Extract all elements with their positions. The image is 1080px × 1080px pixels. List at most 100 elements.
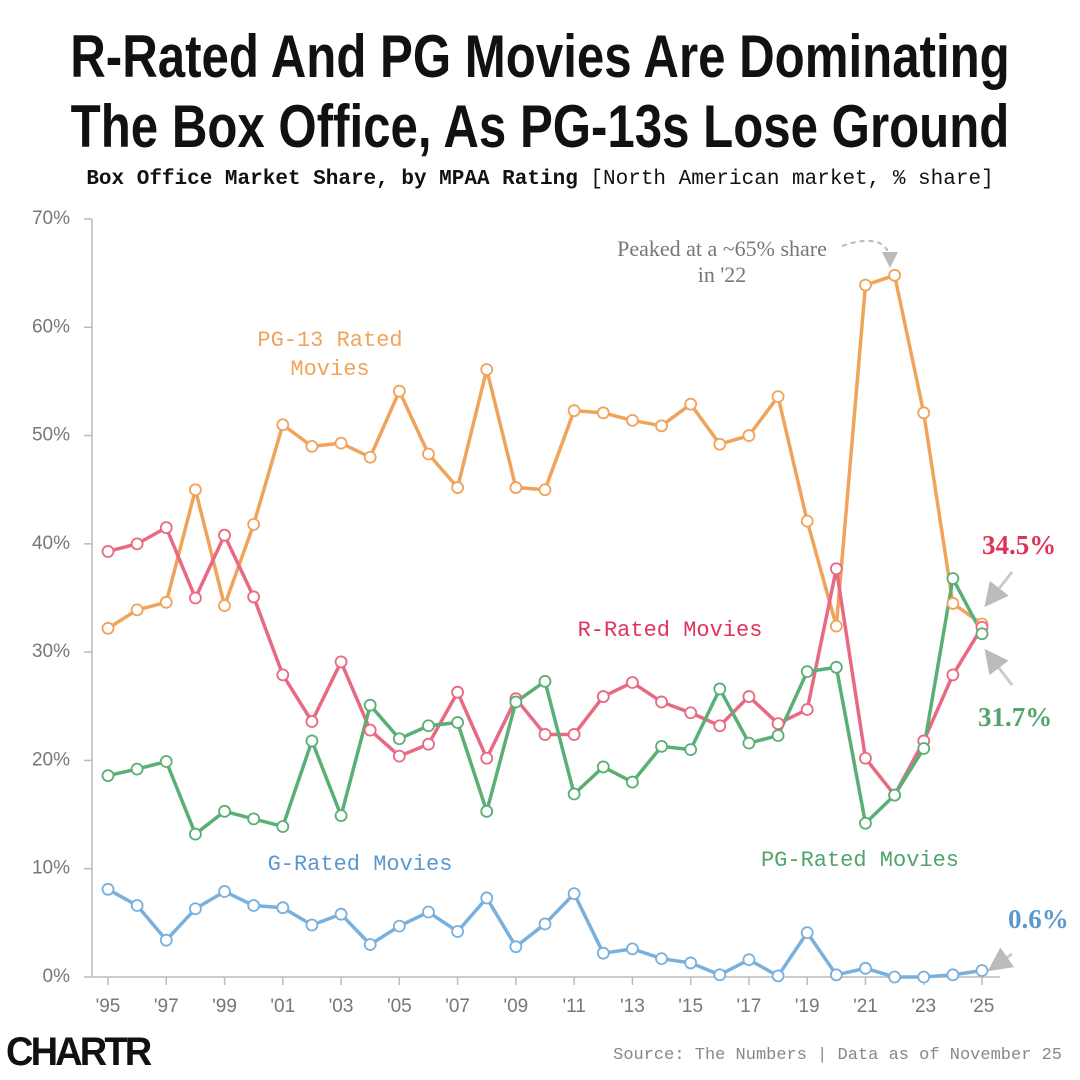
data-point — [538, 917, 552, 931]
data-point — [451, 716, 465, 729]
data-point — [888, 788, 901, 802]
subtitle-main: Box Office Market Share, by MPAA Rating — [86, 168, 578, 191]
annotation-arrow — [841, 239, 898, 268]
data-point — [276, 820, 290, 833]
data-point — [130, 899, 144, 912]
data-point — [218, 528, 231, 542]
data-point — [917, 742, 931, 755]
data-point — [422, 719, 435, 733]
data-point — [859, 816, 872, 830]
data-point — [917, 970, 931, 984]
data-point — [159, 595, 173, 609]
data-point — [742, 690, 756, 703]
x-tick-label: '15 — [678, 996, 703, 1017]
data-point — [596, 946, 610, 960]
data-point — [509, 695, 523, 709]
series-label: PG-13 Rated Movies — [257, 328, 403, 382]
data-point — [334, 907, 348, 921]
data-point — [859, 278, 872, 292]
data-point — [480, 751, 494, 765]
data-point — [829, 968, 843, 982]
data-point — [713, 437, 727, 451]
data-point — [130, 537, 144, 551]
data-point — [684, 743, 698, 756]
data-point — [392, 732, 406, 746]
data-point — [422, 905, 435, 919]
data-point — [829, 660, 843, 674]
annotation-arrow — [984, 648, 1014, 686]
data-point — [392, 919, 406, 933]
annotation-arrow — [987, 947, 1015, 972]
data-point — [218, 599, 231, 612]
x-tick-label: '99 — [212, 996, 237, 1017]
data-point — [188, 591, 202, 605]
data-point — [626, 414, 639, 427]
series-line — [107, 525, 984, 797]
data-point — [334, 809, 348, 823]
end-label: 0.6% — [1008, 904, 1069, 934]
data-point — [567, 887, 581, 901]
data-point — [946, 968, 960, 982]
data-point — [771, 390, 785, 403]
x-tick-label: '09 — [503, 996, 528, 1017]
series-label: PG-Rated Movies — [760, 848, 960, 873]
brand-logo: CHARTR — [6, 1030, 152, 1074]
data-point — [742, 429, 756, 442]
x-tick-label: '21 — [853, 996, 878, 1017]
data-point — [247, 517, 261, 531]
data-point — [218, 885, 231, 898]
data-point — [888, 268, 901, 282]
data-point — [188, 483, 202, 497]
data-point — [800, 703, 814, 716]
data-point — [713, 682, 727, 696]
data-point — [684, 397, 698, 411]
annotation-arrow — [984, 571, 1014, 608]
data-point — [276, 668, 290, 682]
annotation: Peaked at a ~65% share in '22 — [617, 236, 827, 287]
data-point — [392, 384, 406, 398]
data-point — [742, 953, 756, 967]
data-point — [567, 728, 581, 741]
data-point — [596, 760, 610, 774]
data-point — [567, 787, 581, 801]
data-point — [946, 597, 960, 610]
data-point — [218, 804, 231, 818]
data-point — [655, 739, 668, 753]
x-tick-label: '17 — [737, 996, 762, 1017]
series-label: R-Rated Movies — [577, 618, 763, 643]
data-point — [946, 572, 960, 585]
data-point — [101, 545, 115, 558]
data-point — [713, 719, 727, 733]
data-point — [247, 590, 261, 604]
y-tick-label: 30% — [32, 641, 70, 662]
data-point — [276, 418, 290, 432]
subtitle-note: [North American market, % share] — [590, 168, 994, 191]
y-tick-label: 70% — [32, 208, 70, 229]
data-point — [509, 940, 523, 954]
data-point — [800, 926, 814, 940]
x-tick-label: '11 — [562, 996, 585, 1017]
data-point — [538, 728, 552, 741]
data-point — [159, 521, 173, 535]
end-label: 34.5% — [982, 530, 1057, 560]
data-point — [451, 925, 465, 938]
data-point — [247, 899, 261, 912]
data-point — [771, 969, 785, 983]
data-point — [334, 436, 348, 450]
data-point — [422, 447, 435, 461]
data-point — [829, 619, 843, 633]
x-tick-label: '97 — [154, 996, 179, 1017]
data-point — [655, 695, 668, 709]
data-point — [276, 901, 290, 915]
y-tick-label: 20% — [32, 749, 70, 770]
data-point — [422, 737, 435, 751]
y-tick-label: 10% — [32, 858, 70, 879]
data-point — [305, 918, 319, 932]
x-tick-label: '03 — [329, 996, 354, 1017]
data-point — [655, 952, 668, 965]
data-point — [451, 481, 465, 494]
data-point — [363, 723, 377, 737]
data-point — [626, 942, 639, 956]
